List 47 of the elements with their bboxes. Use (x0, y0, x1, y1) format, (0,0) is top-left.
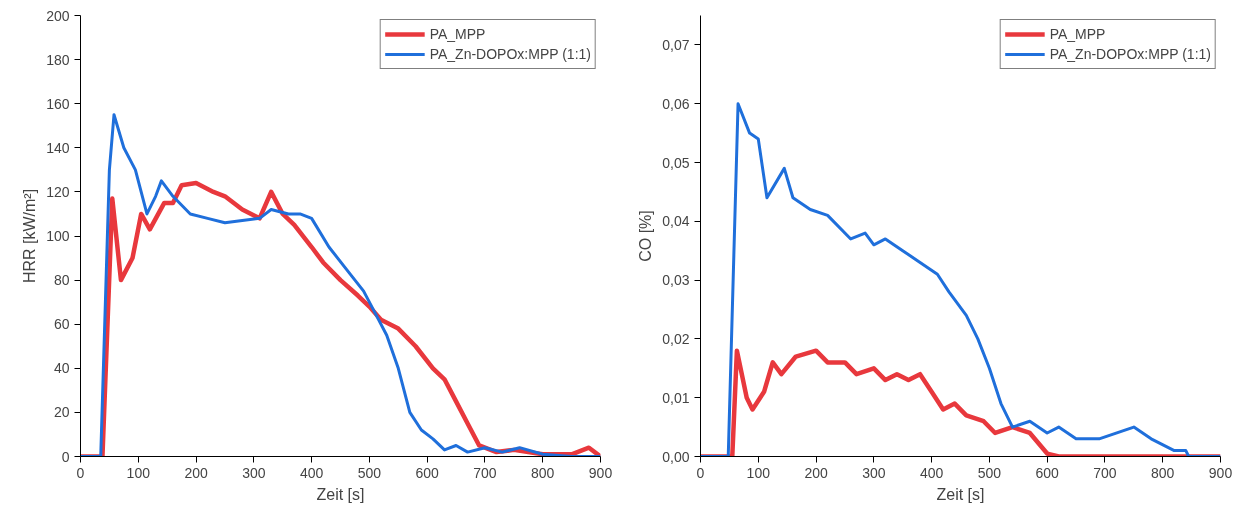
x-tick-label: 800 (1151, 464, 1175, 481)
y-tick-label: 0,06 (662, 95, 690, 112)
y-tick-label: 60 (53, 316, 70, 333)
x-tick-label: 700 (1093, 464, 1117, 481)
y-tick-label: 160 (46, 95, 70, 112)
y-tick-label: 0,02 (662, 330, 690, 347)
y-tick-label: 180 (46, 51, 70, 68)
x-tick-label: 500 (977, 464, 1002, 481)
x-tick-label: 900 (1208, 464, 1233, 481)
y-axis-title: CO [%] (637, 210, 655, 262)
legend-label: PA_MPP (429, 26, 486, 42)
y-tick-label: 0,05 (662, 154, 690, 171)
x-axis-title: Zeit [s] (316, 485, 365, 503)
y-tick-label: 0,00 (662, 448, 690, 465)
x-tick-label: 400 (299, 464, 324, 481)
y-tick-label: 0,04 (662, 213, 690, 230)
y-tick-label: 120 (46, 183, 70, 200)
x-tick-label: 300 (242, 464, 266, 481)
legend-label: PA_MPP (1049, 26, 1106, 42)
y-tick-label: 140 (46, 139, 70, 156)
x-tick-label: 0 (76, 464, 85, 481)
y-tick-label: 200 (46, 7, 70, 24)
x-tick-label: 200 (184, 464, 208, 481)
x-axis-title: Zeit [s] (936, 485, 985, 503)
x-tick-label: 900 (588, 464, 613, 481)
x-tick-label: 800 (531, 464, 555, 481)
legend-label: PA_Zn-DOPOx:MPP (1:1) (429, 46, 591, 62)
x-tick-label: 100 (126, 464, 151, 481)
x-tick-label: 400 (919, 464, 944, 481)
y-tick-label: 0 (61, 448, 70, 465)
y-axis-title: HRR [kW/m²] (21, 188, 39, 284)
y-tick-label: 100 (46, 228, 70, 244)
x-tick-label: 300 (862, 464, 886, 481)
y-tick-label: 0,01 (662, 389, 690, 406)
x-tick-label: 500 (357, 464, 382, 481)
legend-label: PA_Zn-DOPOx:MPP (1:1) (1049, 46, 1211, 62)
x-tick-label: 100 (746, 464, 771, 481)
x-tick-label: 0 (696, 464, 705, 481)
y-tick-label: 40 (53, 360, 70, 377)
x-tick-label: 700 (473, 464, 497, 481)
y-tick-label: 0,03 (662, 272, 690, 289)
y-tick-label: 80 (53, 272, 70, 289)
x-tick-label: 200 (804, 464, 828, 481)
x-tick-label: 600 (415, 464, 440, 481)
y-tick-label: 20 (53, 404, 70, 421)
y-tick-label: 0,07 (662, 36, 690, 53)
x-tick-label: 600 (1035, 464, 1060, 481)
